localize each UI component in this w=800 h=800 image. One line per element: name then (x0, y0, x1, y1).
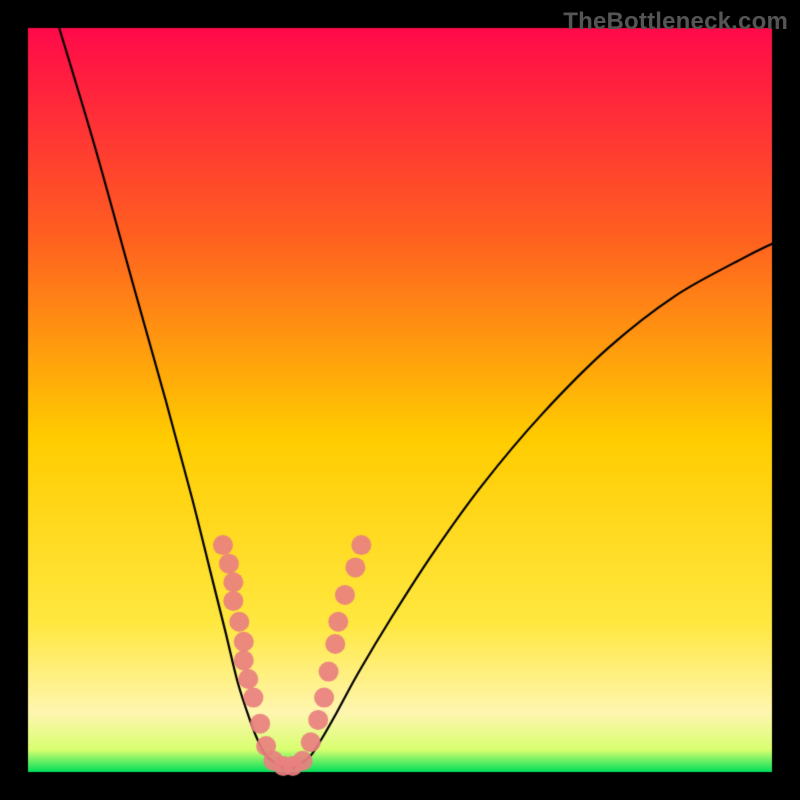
watermark-text: TheBottleneck.com (563, 8, 788, 36)
chart-container: TheBottleneck.com (0, 0, 800, 800)
bottleneck-chart-canvas (0, 0, 800, 800)
